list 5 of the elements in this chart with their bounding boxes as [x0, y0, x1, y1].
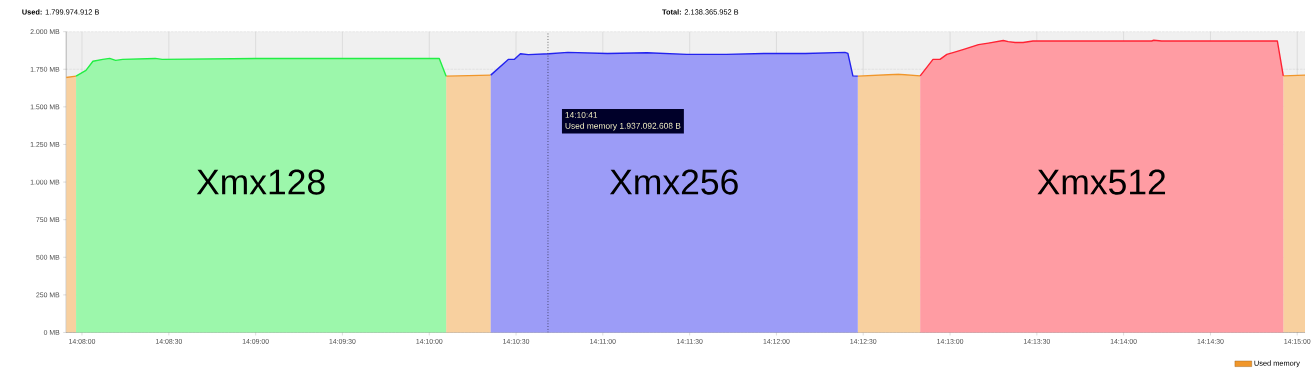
annotation: Xmx512 — [1037, 169, 1166, 195]
annotation: Xmx128 — [196, 169, 325, 195]
annotation: Xmx256 — [609, 169, 738, 195]
annotation: Used memory 1.937.092.608 B — [565, 122, 681, 131]
ref-line-label: 14:10:41 — [565, 111, 598, 118]
